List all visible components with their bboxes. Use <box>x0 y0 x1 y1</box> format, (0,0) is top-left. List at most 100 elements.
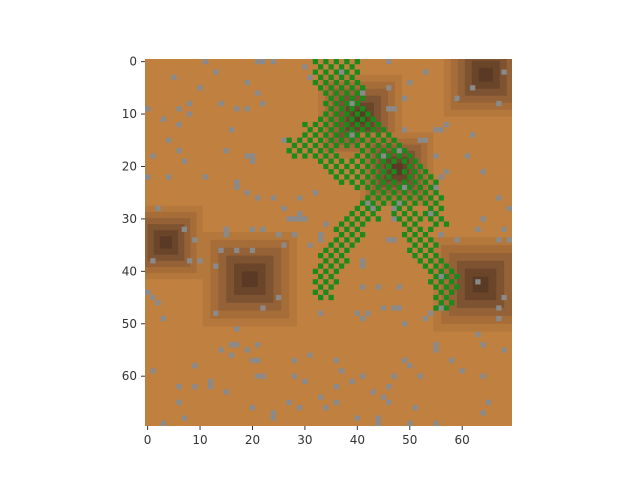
vegetation-cell <box>318 116 324 122</box>
vegetation-cell <box>349 127 355 133</box>
rock-cell <box>318 232 324 238</box>
vegetation-cell <box>380 200 387 206</box>
rock-cell <box>297 216 303 222</box>
vegetation-cell <box>359 221 366 227</box>
vegetation-cell <box>443 263 450 269</box>
rock-cell <box>401 95 408 101</box>
rock-cell <box>192 237 198 243</box>
vegetation-cell <box>333 163 339 170</box>
vegetation-cell <box>365 111 371 117</box>
vegetation-cell <box>359 158 366 164</box>
rock-cell <box>197 85 203 91</box>
rock-cell <box>375 284 381 290</box>
vegetation-cell <box>338 85 345 91</box>
rock-cell <box>396 284 402 290</box>
vegetation-cell <box>417 258 423 264</box>
rock-cell <box>470 132 476 138</box>
vegetation-cell <box>391 158 397 164</box>
vegetation-cell <box>401 232 408 238</box>
vegetation-cell <box>333 79 339 86</box>
vegetation-cell <box>323 247 329 253</box>
vegetation-cell <box>449 268 455 274</box>
rock-cell <box>281 137 287 143</box>
vegetation-cell <box>338 263 345 269</box>
rock-cell <box>407 79 413 86</box>
vegetation-cell <box>286 137 292 143</box>
rock-cell <box>234 326 240 332</box>
vegetation-cell <box>433 305 439 311</box>
vegetation-cell <box>344 142 350 149</box>
vegetation-cell <box>328 284 334 290</box>
rock-cell <box>396 200 402 206</box>
vegetation-cell <box>422 252 429 259</box>
rock-cell <box>401 184 408 191</box>
vegetation-cell <box>307 148 313 154</box>
rock-cell <box>380 153 387 159</box>
rock-cell <box>291 232 298 238</box>
rock-cell <box>359 263 366 269</box>
vegetation-cell <box>354 79 360 86</box>
vegetation-cell <box>318 137 324 143</box>
rock-cell <box>255 90 261 96</box>
rock-cell <box>333 399 339 406</box>
rock-cell <box>176 399 182 406</box>
vegetation-cell <box>344 237 350 243</box>
vegetation-cell <box>359 85 366 91</box>
vegetation-cell <box>412 200 418 206</box>
vegetation-cell <box>323 163 329 170</box>
x-tick-label: 30 <box>297 433 312 447</box>
vegetation-cell <box>333 100 339 107</box>
vegetation-cell <box>323 111 329 117</box>
rock-cell <box>359 284 366 290</box>
rock-cell <box>281 242 287 248</box>
vegetation-cell <box>359 179 366 185</box>
rock-cell <box>475 331 481 337</box>
vegetation-cell <box>312 153 319 159</box>
vegetation-cell <box>354 69 360 75</box>
y-tick-label: 0 <box>129 55 137 69</box>
vegetation-cell <box>407 237 413 243</box>
vegetation-cell <box>407 184 413 191</box>
vegetation-cell <box>412 190 418 196</box>
rock-cell <box>401 127 408 133</box>
vegetation-cell <box>433 221 439 227</box>
vegetation-cell <box>380 158 387 164</box>
vegetation-cell <box>365 216 371 222</box>
vegetation-cell <box>344 90 350 96</box>
vegetation-cell <box>354 174 360 180</box>
rock-cell <box>433 184 439 191</box>
vegetation-cell <box>328 64 334 70</box>
vegetation-cell <box>349 74 355 80</box>
vegetation-cell <box>323 69 329 75</box>
rock-cell <box>218 347 224 353</box>
vegetation-cell <box>370 179 376 185</box>
vegetation-cell <box>297 137 303 143</box>
vegetation-cell <box>380 179 387 185</box>
vegetation-cell <box>349 158 355 164</box>
vegetation-cell <box>323 279 329 285</box>
rock-cell <box>186 100 193 107</box>
rock-cell <box>475 226 481 233</box>
vegetation-cell <box>401 200 408 206</box>
rock-cell <box>396 148 402 154</box>
vegetation-cell <box>396 205 402 212</box>
vegetation-cell <box>338 252 345 259</box>
rock-cell <box>186 111 193 117</box>
rock-cell <box>365 200 371 206</box>
vegetation-cell <box>302 132 308 138</box>
rock-cell <box>176 148 182 154</box>
vegetation-cell <box>312 79 319 86</box>
vegetation-cell <box>396 195 402 201</box>
rock-cell <box>255 373 261 379</box>
rock-cell <box>155 205 161 212</box>
vegetation-cell <box>375 163 381 170</box>
rock-cell <box>496 100 502 107</box>
vegetation-cell <box>428 226 434 233</box>
vegetation-cell <box>359 116 366 122</box>
rock-cell <box>307 242 313 248</box>
vegetation-cell <box>443 294 450 301</box>
vegetation-cell <box>449 289 455 295</box>
rock-cell <box>386 106 392 112</box>
vegetation-cell <box>401 179 408 185</box>
vegetation-cell <box>349 95 355 101</box>
